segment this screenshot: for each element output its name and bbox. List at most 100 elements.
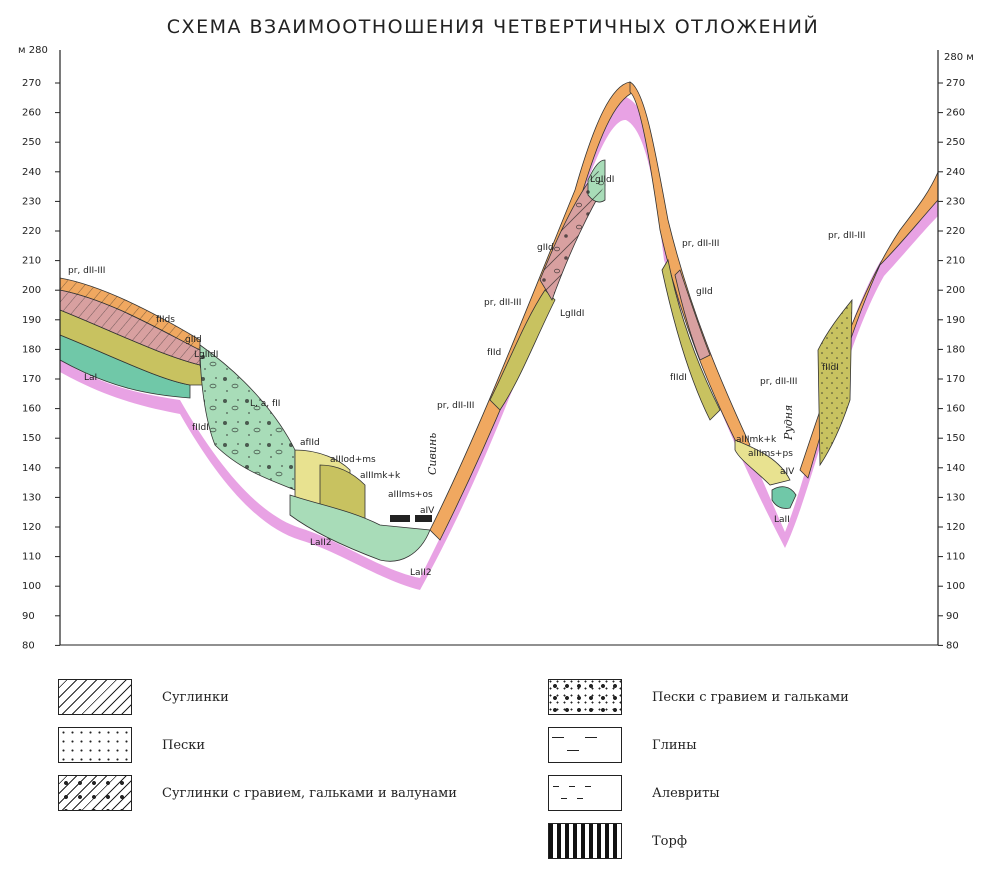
legend-item: Пески <box>58 727 205 763</box>
diagram-title: СХЕМА ВЗАИМООТНОШЕНИЯ ЧЕТВЕРТИЧНЫХ ОТЛОЖ… <box>166 16 820 38</box>
legend-swatch <box>58 727 132 763</box>
right-tick-label: 130 <box>946 492 965 503</box>
legend-swatch <box>58 775 132 811</box>
left-tick-label: 190 <box>22 315 41 326</box>
legend-item: Пески с гравием и гальками <box>548 679 849 715</box>
right-tick-label: 150 <box>946 433 965 444</box>
layer-label: LaII <box>774 515 790 525</box>
layer-peat <box>390 515 410 522</box>
left-tick-label: 200 <box>22 285 41 296</box>
layer-label: fIIdI <box>670 373 687 383</box>
overlay-hatch-left <box>60 278 200 365</box>
legend-item: Глины <box>548 727 697 763</box>
legend-swatch <box>548 727 622 763</box>
layer-label: LgIIdI <box>590 175 614 185</box>
right-tick-label: 270 <box>946 78 965 89</box>
legend-swatch <box>548 823 622 859</box>
left-tick-label: 180 <box>22 344 41 355</box>
legend-swatch <box>548 679 622 715</box>
layer-label: pr, dII-III <box>760 377 797 387</box>
legend-label: Глины <box>652 737 697 753</box>
layer-label: aIV <box>420 506 435 516</box>
left-tick-label: 150 <box>22 433 41 444</box>
bedrock-area <box>60 119 938 645</box>
overlay-hatch-peak <box>540 170 605 300</box>
overlay-dots-mid <box>200 345 295 490</box>
layer-label: pr, dII-III <box>68 266 105 276</box>
left-tick-label: 270 <box>22 78 41 89</box>
layer-label: LgIIdI <box>194 350 218 360</box>
right-tick-label: 210 <box>946 256 965 267</box>
layer-label: LaII2 <box>410 568 432 578</box>
right-tick-label: 90 <box>946 611 959 622</box>
right-tick-label: 200 <box>946 285 965 296</box>
right-tick-label: 140 <box>946 463 965 474</box>
right-tick-label: 160 <box>946 404 965 415</box>
layer-label: pr, dII-III <box>484 298 521 308</box>
layer-label: aIIIms+ps <box>748 449 793 459</box>
left-axis-ticks: 270 260 250 240 230 220 210 200 190 180 170 160 150 1… <box>22 78 60 651</box>
layer-label: LaI <box>84 373 97 383</box>
left-tick-label: 250 <box>22 137 41 148</box>
layer-label: aIIImk+k <box>360 471 401 481</box>
layer-label: afIId <box>300 438 320 448</box>
layer-label: fIId <box>487 348 501 358</box>
legend-swatch <box>548 775 622 811</box>
layer-label: aIIImk+k <box>736 435 777 445</box>
right-tick-label: 110 <box>946 552 965 563</box>
right-tick-label: 220 <box>946 226 965 237</box>
place-rudnya: Рудня <box>782 405 795 441</box>
layer-label: pr, dII-III <box>437 401 474 411</box>
layer-label: aIIIms+os <box>388 490 433 500</box>
right-axis-ticks: 270 260 250 240 230 220 210 200 190 180 170 160 150 1… <box>938 78 965 651</box>
place-sivin: Сивинь <box>426 433 439 475</box>
layer-green-valley <box>289 494 431 562</box>
right-tick-label: 120 <box>946 522 965 533</box>
left-tick-label: 160 <box>22 404 41 415</box>
left-tick-label: 170 <box>22 374 41 385</box>
layer-label: LgIIdI <box>560 309 584 319</box>
left-tick-label: 130 <box>22 492 41 503</box>
layer-yellow-peak-right <box>661 258 721 421</box>
right-tick-label: 100 <box>946 581 965 592</box>
layer-label: LaII2 <box>310 538 332 548</box>
right-tick-label: 250 <box>946 137 965 148</box>
legend-swatch <box>58 679 132 715</box>
right-tick-label: 190 <box>946 315 965 326</box>
right-tick-label: 260 <box>946 108 965 119</box>
layer-label: L, a, fII <box>250 399 280 409</box>
right-tick-label: 170 <box>946 374 965 385</box>
left-axis-unit: м 280 <box>18 45 48 56</box>
legend-label: Алевриты <box>652 785 720 801</box>
right-tick-label: 180 <box>946 344 965 355</box>
left-tick-label: 230 <box>22 196 41 207</box>
layer-yellow-right-valley <box>734 439 791 486</box>
layer-label: pr, dII-III <box>682 239 719 249</box>
right-tick-label: 240 <box>946 167 965 178</box>
left-tick-label: 90 <box>22 611 35 622</box>
layer-label: pr, dII-III <box>828 231 865 241</box>
legend-item: Алевриты <box>548 775 720 811</box>
layer-label: aIV <box>780 467 795 477</box>
legend-item: Суглинки с гравием, гальками и валунами <box>58 775 457 811</box>
layer-label: fIIdI <box>192 423 209 433</box>
overlay-dots-right <box>818 300 852 465</box>
layer-yellow-peak-left <box>489 289 556 411</box>
layer-peat-2 <box>415 515 432 522</box>
left-tick-label: 120 <box>22 522 41 533</box>
layer-label: gIId <box>185 335 202 345</box>
right-axis-unit: 280 м <box>944 52 974 63</box>
layer-green-right-valley <box>771 486 797 509</box>
layer-labels: pr, dII-III fIIds gIId LgIIdI LaI fIIdI L, a, … <box>68 175 865 578</box>
right-tick-label: 230 <box>946 196 965 207</box>
left-tick-label: 220 <box>22 226 41 237</box>
layer-label: gIId <box>696 287 713 297</box>
layer-label: fIIdI <box>822 363 839 373</box>
legend-label: Пески <box>162 737 206 753</box>
layer-label: aIIIod+ms <box>330 455 376 465</box>
left-tick-label: 140 <box>22 463 41 474</box>
layer-label: fIIds <box>156 315 175 325</box>
cross-section-diagram: 270 260 250 240 230 220 210 200 190 180 170 160 150 1… <box>18 45 974 651</box>
left-tick-label: 80 <box>22 640 35 651</box>
left-tick-label: 260 <box>22 108 41 119</box>
